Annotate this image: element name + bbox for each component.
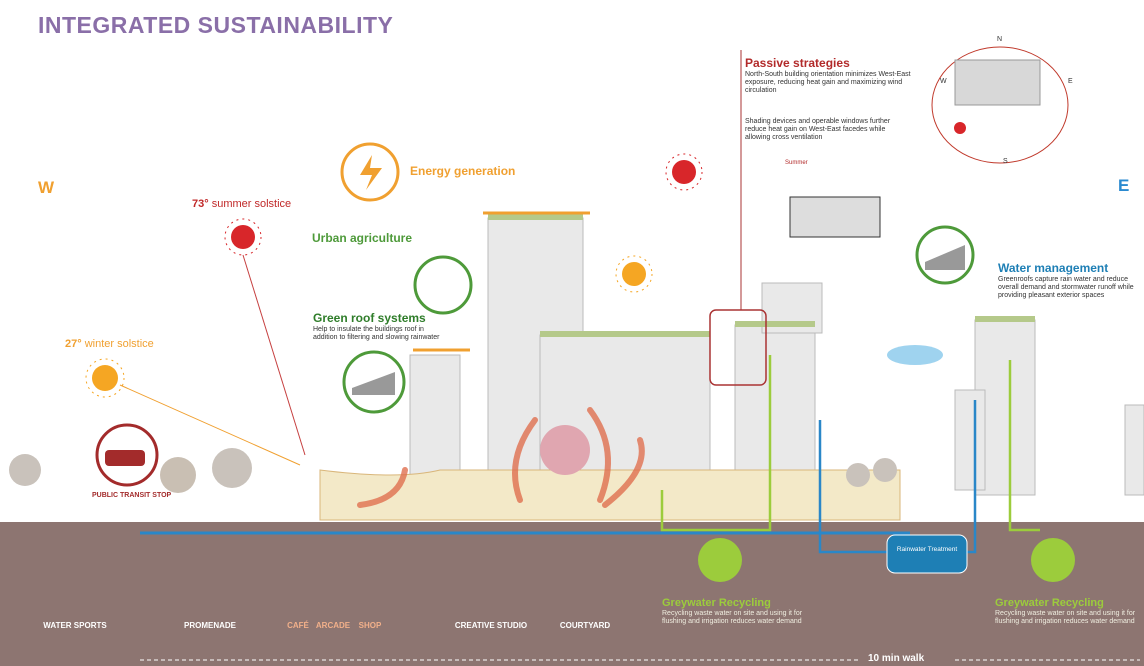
sun [616,256,652,292]
sun [954,122,966,134]
scene [0,0,1144,666]
callout-title: Passive strategies [745,57,850,71]
callout-text: Recycling waste water on site and using … [662,610,822,626]
rainwater-label: Rainwater Treatment [892,546,962,553]
activity-label: ARCADE [316,621,350,630]
agriculture-icon [415,257,471,313]
callout-title: Urban agriculture [312,232,412,246]
activity-label: WATER SPORTS [43,621,106,630]
recycle-icon [698,538,742,582]
west-label: W [38,178,54,198]
east-label: E [1118,176,1129,196]
walk-label: 10 min walk [868,653,924,665]
callout-title: Green roof systems [313,312,426,326]
transit-icon [105,450,145,466]
title: INTEGRATED SUSTAINABILITY [38,12,393,38]
callout-text: Greenroofs capture rain water and reduce… [998,276,1140,300]
angle-label: winter solstice [85,338,154,350]
callout-title: Water management [998,262,1108,276]
sun [666,154,702,190]
sun-angle: 73° summer solstice [192,198,291,211]
callout-title: Greywater Recycling [995,597,1104,610]
compass-s: S [1003,158,1008,166]
diagram: INTEGRATED SUSTAINABILITY W E N S W E 73… [0,0,1144,666]
callout-text: Help to insulate the buildings roof in a… [313,326,448,342]
ground [0,522,1144,666]
angle: 73° [192,198,209,210]
site-plan [955,60,1040,105]
sun-angle: 27° winter solstice [65,338,154,351]
angle-label: summer solstice [212,198,291,210]
activity-label: SHOP [359,621,382,630]
callout-text: Recycling waste water on site and using … [995,610,1143,626]
section-detail [790,197,880,237]
compass-e: E [1068,78,1073,86]
sun [86,359,124,397]
activity-label: COURTYARD [560,621,610,630]
compass-w: W [940,78,947,86]
activity-label: CREATIVE STUDIO [455,621,527,630]
activity-label: PROMENADE [184,621,236,630]
sun [225,219,261,255]
callout-text: Shading devices and operable windows fur… [745,118,910,142]
compass-n: N [997,36,1002,44]
cloud [887,345,943,365]
detail-label: Summer [785,160,808,167]
ground-plaza [320,470,900,520]
rainwater-tank [887,535,967,573]
callout-title: Greywater Recycling [662,597,771,610]
callout-text: North-South building orientation minimiz… [745,71,915,95]
recycle-icon [1031,538,1075,582]
transit-label: PUBLIC TRANSIT STOP [92,492,171,500]
sun-ray [243,255,305,455]
activity-label: CAFÉ [287,621,309,630]
angle: 27° [65,338,82,350]
callout-title: Energy generation [410,165,515,179]
